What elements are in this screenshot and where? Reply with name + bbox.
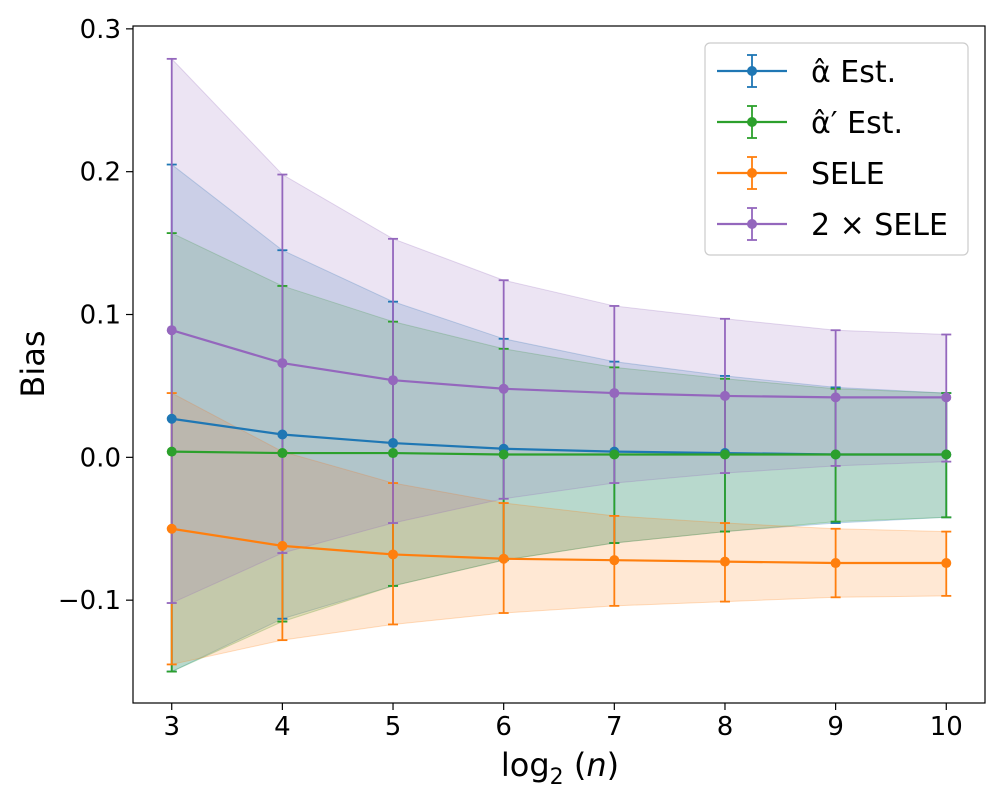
y-tick-label-1: 0.0 <box>80 443 121 473</box>
x-tick-label-5: 5 <box>385 712 402 742</box>
x-axis-title: log2 (n) <box>501 746 619 790</box>
legend-label-2: α̂′ Est. <box>811 106 903 141</box>
series-markers <box>166 325 952 569</box>
legend-label-3: SELE <box>811 157 885 192</box>
point-s2-x9 <box>830 449 841 460</box>
point-s4-x9 <box>830 392 841 403</box>
y-axis-title: Bias <box>14 330 52 397</box>
legend-marker-3 <box>747 168 757 178</box>
point-s4-x5 <box>388 375 399 386</box>
legend-marker-1 <box>747 66 757 76</box>
x-tick-label-9: 9 <box>827 712 844 742</box>
point-s1-x4 <box>277 429 288 440</box>
point-s2-x8 <box>719 449 730 460</box>
point-s1-x3 <box>166 413 177 424</box>
point-s3-x5 <box>388 549 399 560</box>
point-s2-x4 <box>277 448 288 459</box>
point-s3-x6 <box>498 553 509 564</box>
y-axis: −0.1 0.0 0.1 0.2 0.3 <box>58 15 133 616</box>
point-s2-x7 <box>609 449 620 460</box>
y-tick-label-4: 0.3 <box>80 15 121 45</box>
point-s2-x10 <box>941 449 952 460</box>
point-s3-x7 <box>609 555 620 566</box>
point-s4-x4 <box>277 358 288 369</box>
point-s3-x8 <box>719 556 730 567</box>
legend-label-4: 2 × SELE <box>811 208 948 243</box>
point-s3-x3 <box>166 523 177 534</box>
legend-label-1: α̂ Est. <box>811 55 896 90</box>
y-tick-label-3: 0.2 <box>80 158 121 188</box>
x-tick-label-10: 10 <box>930 712 963 742</box>
point-s3-x10 <box>941 558 952 569</box>
x-tick-label-3: 3 <box>163 712 180 742</box>
point-s1-x5 <box>388 438 399 449</box>
plot-frame <box>132 25 986 704</box>
point-s2-x5 <box>388 448 399 459</box>
x-tick-label-4: 4 <box>274 712 291 742</box>
y-tick-label-0: −0.1 <box>58 586 121 616</box>
line-series-3 <box>171 527 947 565</box>
point-s4-x7 <box>609 388 620 399</box>
legend-marker-4 <box>747 219 757 229</box>
line-series-2 <box>171 450 947 456</box>
point-s4-x3 <box>166 325 177 336</box>
x-tick-label-7: 7 <box>606 712 623 742</box>
point-s3-x9 <box>830 558 841 569</box>
point-s2-x3 <box>166 446 177 457</box>
point-s2-x6 <box>498 449 509 460</box>
legend-marker-2 <box>747 117 757 127</box>
point-s4-x8 <box>719 390 730 401</box>
x-tick-label-6: 6 <box>495 712 512 742</box>
confidence-bands <box>171 57 947 673</box>
x-tick-label-8: 8 <box>717 712 734 742</box>
point-s4-x6 <box>498 383 509 394</box>
point-s4-x10 <box>941 392 952 403</box>
point-s3-x4 <box>277 540 288 551</box>
series-lines <box>171 329 947 565</box>
y-tick-label-2: 0.1 <box>80 301 121 331</box>
line-series-4 <box>171 329 947 399</box>
legend-box <box>704 42 969 256</box>
x-axis: 3 4 5 6 7 8 9 10 <box>163 703 963 742</box>
legend: α̂ Est. α̂′ Est. SELE 2 × SELE <box>704 42 969 256</box>
